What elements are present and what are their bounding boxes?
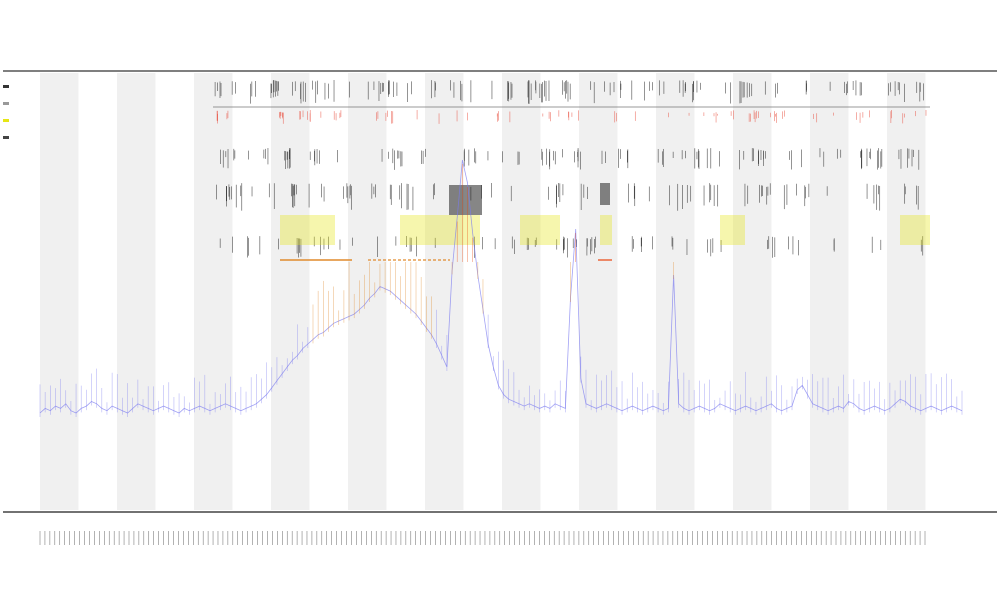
shaded-band bbox=[194, 73, 233, 510]
shaded-band bbox=[502, 73, 541, 510]
yellow-band bbox=[280, 215, 335, 245]
shaded-band bbox=[425, 73, 464, 510]
shaded-band bbox=[271, 73, 310, 510]
legend bbox=[3, 85, 9, 139]
alternating-bands bbox=[40, 73, 926, 510]
yellow-band bbox=[600, 215, 612, 245]
shaded-band bbox=[40, 73, 79, 510]
annotation-tracks bbox=[213, 80, 930, 261]
shaded-band bbox=[348, 73, 387, 510]
shaded-band bbox=[733, 73, 772, 510]
data-lines bbox=[39, 159, 963, 417]
legend-swatch bbox=[3, 119, 9, 122]
dense-block bbox=[449, 185, 482, 215]
legend-swatch bbox=[3, 85, 9, 88]
yellow-band bbox=[900, 215, 930, 245]
x-tick-labels bbox=[39, 531, 926, 545]
yellow-band bbox=[720, 215, 745, 245]
shaded-band bbox=[117, 73, 156, 510]
yellow-band bbox=[520, 215, 560, 245]
yellow-band bbox=[400, 215, 480, 245]
dense-block bbox=[600, 183, 610, 205]
legend-swatch bbox=[3, 136, 9, 139]
shaded-band bbox=[656, 73, 695, 510]
shaded-band bbox=[810, 73, 849, 510]
shaded-band bbox=[579, 73, 618, 510]
series-line bbox=[39, 159, 963, 414]
legend-swatch bbox=[3, 102, 9, 105]
shaded-band bbox=[887, 73, 926, 510]
